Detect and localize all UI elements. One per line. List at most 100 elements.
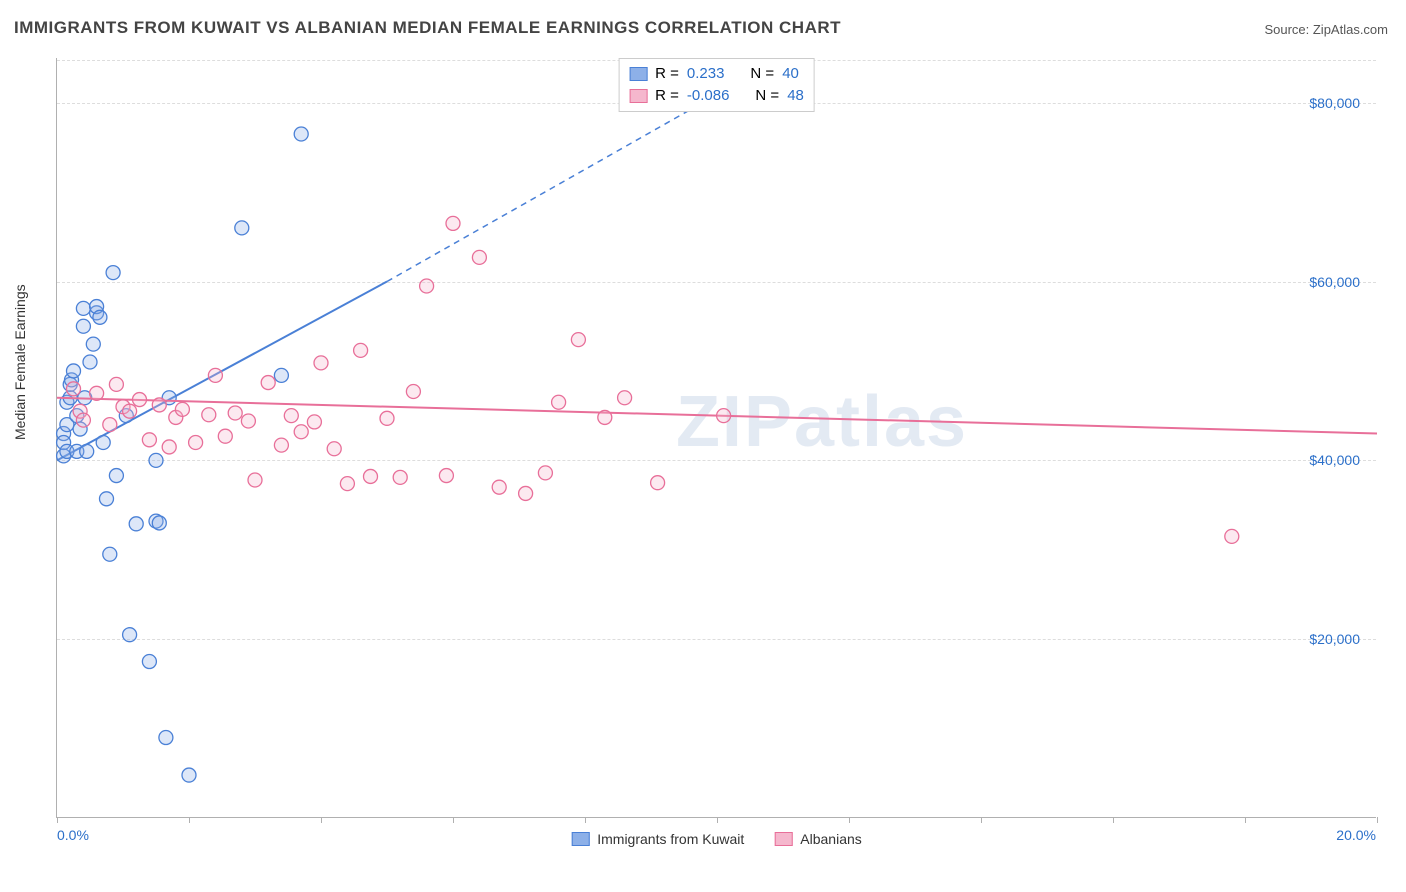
n-label: N = bbox=[755, 85, 779, 107]
data-point bbox=[598, 410, 612, 424]
data-point bbox=[142, 433, 156, 447]
x-tick-mark bbox=[585, 817, 586, 823]
legend-row-albanians: R = -0.086 N = 48 bbox=[629, 85, 804, 107]
data-point bbox=[86, 337, 100, 351]
data-point bbox=[109, 377, 123, 391]
x-tick-mark bbox=[57, 817, 58, 823]
data-point bbox=[284, 409, 298, 423]
x-tick-mark bbox=[189, 817, 190, 823]
n-value-albanians: 48 bbox=[787, 85, 804, 107]
data-point bbox=[241, 414, 255, 428]
data-point bbox=[314, 356, 328, 370]
data-point bbox=[274, 368, 288, 382]
data-point bbox=[380, 411, 394, 425]
y-axis-label: Median Female Earnings bbox=[12, 284, 28, 440]
legend-row-kuwait: R = 0.233 N = 40 bbox=[629, 63, 804, 85]
data-point bbox=[80, 444, 94, 458]
data-point bbox=[406, 385, 420, 399]
data-point bbox=[202, 408, 216, 422]
data-point bbox=[354, 343, 368, 357]
data-point bbox=[294, 127, 308, 141]
x-tick-mark bbox=[849, 817, 850, 823]
swatch-kuwait bbox=[629, 67, 647, 81]
data-point bbox=[129, 517, 143, 531]
data-point bbox=[189, 435, 203, 449]
swatch-albanians bbox=[629, 89, 647, 103]
data-point bbox=[208, 368, 222, 382]
data-point bbox=[162, 440, 176, 454]
data-point bbox=[228, 406, 242, 420]
data-point bbox=[159, 731, 173, 745]
data-point bbox=[248, 473, 262, 487]
data-point bbox=[90, 386, 104, 400]
data-point bbox=[96, 435, 110, 449]
legend-item-kuwait: Immigrants from Kuwait bbox=[571, 831, 744, 847]
legend-item-albanians: Albanians bbox=[774, 831, 862, 847]
r-label: R = bbox=[655, 63, 679, 85]
data-point bbox=[123, 404, 137, 418]
data-point bbox=[552, 395, 566, 409]
data-point bbox=[76, 413, 90, 427]
data-point bbox=[100, 492, 114, 506]
x-tick-mark bbox=[981, 817, 982, 823]
source-attribution: Source: ZipAtlas.com bbox=[1264, 22, 1388, 37]
plot-area: ZIPatlas $20,000$40,000$60,000$80,000 0.… bbox=[56, 58, 1376, 818]
r-value-kuwait: 0.233 bbox=[687, 63, 725, 85]
data-point bbox=[327, 442, 341, 456]
n-value-kuwait: 40 bbox=[782, 63, 799, 85]
data-point bbox=[67, 364, 81, 378]
series-name-albanians: Albanians bbox=[800, 831, 862, 847]
data-point bbox=[294, 425, 308, 439]
data-point bbox=[651, 476, 665, 490]
x-tick-mark bbox=[321, 817, 322, 823]
data-point bbox=[123, 628, 137, 642]
data-point bbox=[519, 486, 533, 500]
data-point bbox=[93, 310, 107, 324]
data-point bbox=[218, 429, 232, 443]
x-tick-min: 0.0% bbox=[57, 827, 89, 843]
chart-title: IMMIGRANTS FROM KUWAIT VS ALBANIAN MEDIA… bbox=[14, 18, 841, 38]
data-point bbox=[364, 469, 378, 483]
r-value-albanians: -0.086 bbox=[687, 85, 730, 107]
data-point bbox=[717, 409, 731, 423]
data-point bbox=[340, 477, 354, 491]
legend-series: Immigrants from Kuwait Albanians bbox=[571, 831, 862, 847]
data-point bbox=[175, 402, 189, 416]
x-tick-mark bbox=[1377, 817, 1378, 823]
data-point bbox=[83, 355, 97, 369]
data-point bbox=[420, 279, 434, 293]
data-point bbox=[472, 250, 486, 264]
data-point bbox=[182, 768, 196, 782]
data-point bbox=[109, 469, 123, 483]
source-prefix: Source: bbox=[1264, 22, 1312, 37]
data-point bbox=[76, 301, 90, 315]
r-label: R = bbox=[655, 85, 679, 107]
svg-layer bbox=[57, 58, 1376, 817]
data-point bbox=[67, 382, 81, 396]
data-point bbox=[571, 333, 585, 347]
series-name-kuwait: Immigrants from Kuwait bbox=[597, 831, 744, 847]
x-tick-mark bbox=[1245, 817, 1246, 823]
swatch-kuwait-icon bbox=[571, 832, 589, 846]
data-point bbox=[439, 469, 453, 483]
data-point bbox=[103, 418, 117, 432]
data-point bbox=[142, 655, 156, 669]
data-point bbox=[307, 415, 321, 429]
data-point bbox=[235, 221, 249, 235]
swatch-albanians-icon bbox=[774, 832, 792, 846]
data-point bbox=[274, 438, 288, 452]
source-name: ZipAtlas.com bbox=[1313, 22, 1388, 37]
data-point bbox=[492, 480, 506, 494]
data-point bbox=[446, 216, 460, 230]
n-label: N = bbox=[750, 63, 774, 85]
data-point bbox=[106, 266, 120, 280]
data-point bbox=[152, 398, 166, 412]
legend-correlation: R = 0.233 N = 40 R = -0.086 N = 48 bbox=[618, 58, 815, 112]
data-point bbox=[538, 466, 552, 480]
data-point bbox=[149, 453, 163, 467]
data-point bbox=[152, 516, 166, 530]
x-tick-mark bbox=[1113, 817, 1114, 823]
data-point bbox=[76, 319, 90, 333]
data-point bbox=[618, 391, 632, 405]
x-tick-mark bbox=[717, 817, 718, 823]
